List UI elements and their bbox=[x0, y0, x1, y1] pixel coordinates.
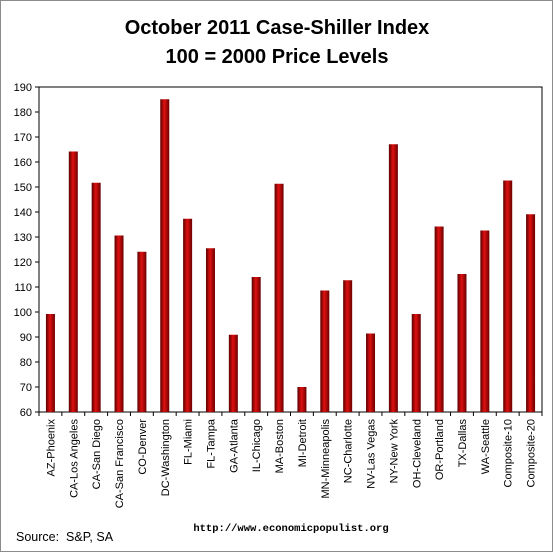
bar bbox=[205, 248, 215, 412]
source-note: Source: S&P, SA bbox=[16, 530, 114, 544]
x-tick-label: Composite-10 bbox=[503, 419, 515, 487]
bar bbox=[434, 226, 444, 412]
x-tick-label: FL-Miami bbox=[183, 419, 195, 465]
x-tick-label: FL-Tampa bbox=[205, 418, 217, 468]
x-tick-label: CA-San Francisco bbox=[114, 419, 126, 508]
source-url: http://www.economicpopulist.org bbox=[193, 523, 388, 535]
bar bbox=[366, 333, 376, 412]
bar bbox=[411, 314, 421, 412]
y-tick-label: 170 bbox=[14, 132, 32, 144]
x-tick-label: CA-San Diego bbox=[91, 419, 103, 489]
x-tick-label: CA-Los Angeles bbox=[68, 419, 80, 498]
bar bbox=[45, 314, 55, 412]
x-tick-label: WA-Seattle bbox=[480, 419, 492, 474]
bars bbox=[45, 99, 536, 412]
bar bbox=[343, 280, 353, 412]
y-tick-label: 90 bbox=[20, 332, 32, 344]
bar bbox=[457, 274, 467, 412]
bar bbox=[297, 387, 307, 412]
bar bbox=[480, 230, 490, 412]
y-tick-label: 80 bbox=[20, 357, 32, 369]
x-tick-label: NC-Charlotte bbox=[343, 419, 355, 483]
x-tick-label: NY-New York bbox=[388, 419, 400, 484]
x-tick-label: DC-Washington bbox=[160, 419, 172, 496]
bar bbox=[274, 183, 284, 412]
x-tick-label: MN-Minneapolis bbox=[320, 419, 332, 499]
bar bbox=[251, 277, 261, 412]
x-tick-label: CO-Denver bbox=[137, 419, 149, 475]
bar bbox=[503, 180, 513, 412]
x-tick-label: TX-Dallas bbox=[457, 419, 469, 468]
bar bbox=[68, 151, 78, 412]
y-tick-label: 70 bbox=[20, 382, 32, 394]
y-tick-label: 180 bbox=[14, 107, 32, 119]
bar bbox=[137, 251, 147, 412]
bar bbox=[183, 218, 193, 412]
bar bbox=[388, 144, 398, 412]
chart-title: October 2011 Case-Shiller Index bbox=[125, 17, 430, 39]
y-tick-label: 130 bbox=[14, 232, 32, 244]
y-tick-label: 100 bbox=[14, 307, 32, 319]
x-tick-label: MI-Detroit bbox=[297, 419, 309, 467]
bar bbox=[114, 235, 124, 412]
y-tick-label: 190 bbox=[14, 82, 32, 94]
y-tick-label: 120 bbox=[14, 257, 32, 269]
x-axis: AZ-Phoenix CA-Los Angeles CA-San Diego CA-S… bbox=[38, 412, 543, 508]
y-tick-label: 60 bbox=[20, 407, 32, 419]
y-tick-label: 150 bbox=[14, 182, 32, 194]
bar bbox=[228, 334, 238, 412]
bar bbox=[160, 99, 170, 412]
x-tick-label: MA-Boston bbox=[274, 419, 286, 473]
chart-subtitle: 100 = 2000 Price Levels bbox=[166, 46, 389, 68]
y-tick-label: 110 bbox=[14, 282, 32, 294]
x-tick-label: OH-Cleveland bbox=[411, 419, 423, 488]
bar bbox=[526, 214, 536, 412]
x-tick-label: Composite-20 bbox=[526, 419, 538, 487]
y-tick-label: 160 bbox=[14, 157, 32, 169]
x-tick-label: NV-Las Vegas bbox=[366, 419, 378, 489]
bar bbox=[320, 290, 330, 412]
x-tick-label: GA-Atlanta bbox=[228, 418, 240, 473]
x-tick-label: OR-Portland bbox=[434, 419, 446, 480]
x-tick-label: AZ-Phoenix bbox=[45, 419, 57, 477]
bar bbox=[91, 182, 101, 412]
x-tick-label: IL-Chicago bbox=[251, 419, 263, 472]
y-tick-label: 140 bbox=[14, 207, 32, 219]
y-axis: 60 70 80 90 100 110 120 130 140 150 160 170 180 190 bbox=[14, 82, 543, 419]
plot-area bbox=[38, 86, 543, 413]
